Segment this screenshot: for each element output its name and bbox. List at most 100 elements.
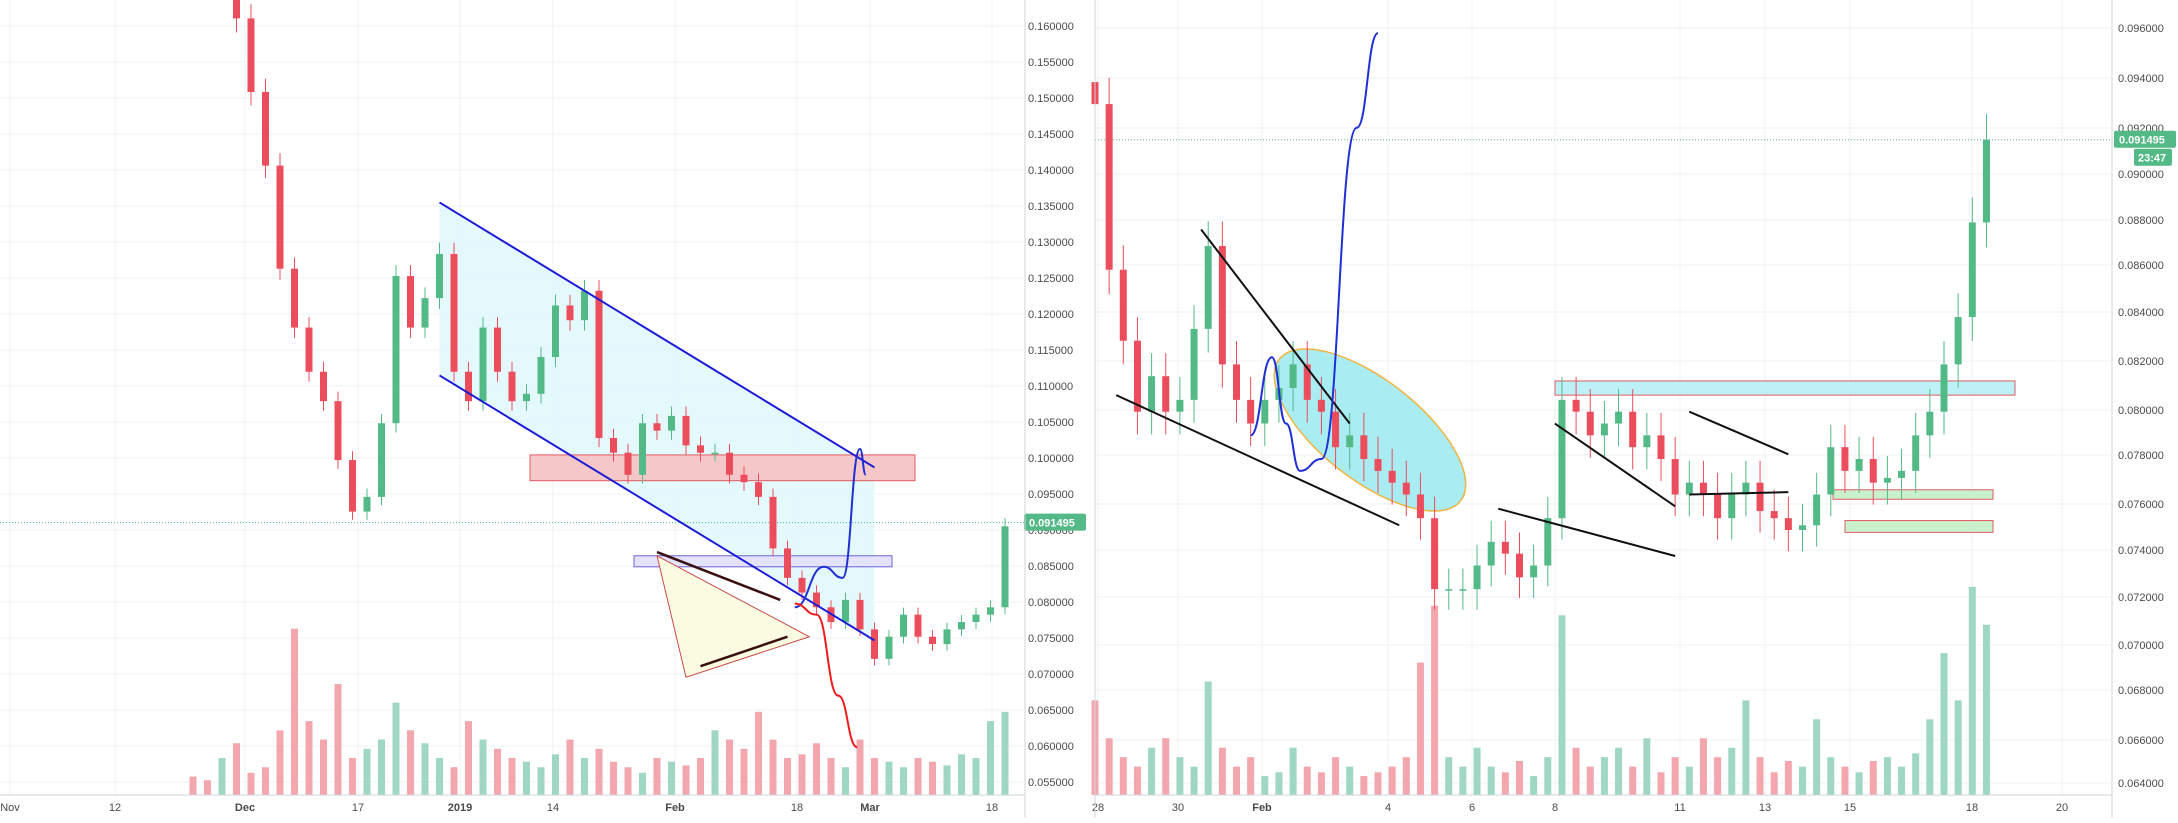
volume-bar-up — [1940, 653, 1948, 795]
candle-up — [363, 496, 371, 512]
volume-bar-up — [1346, 766, 1354, 795]
candle-down — [233, 0, 240, 19]
candle-up — [1473, 565, 1481, 590]
volume-bar-down — [1572, 747, 1580, 795]
candle-down — [726, 452, 733, 475]
candle-down — [1360, 435, 1368, 460]
y-tick-label: 0.072000 — [2118, 592, 2164, 604]
y-tick-label: 0.135000 — [1028, 201, 1074, 213]
resistance-zone — [529, 454, 916, 482]
consolidation-ellipse — [1273, 348, 1467, 512]
candle-down — [1162, 376, 1170, 412]
candle-up — [1459, 589, 1467, 591]
candle-down — [610, 437, 617, 453]
volume-bar-up — [1530, 776, 1538, 795]
y-tick-label: 0.130000 — [1028, 237, 1074, 249]
candle-down — [1332, 411, 1340, 448]
volume-bar-up — [581, 758, 588, 795]
candle-up — [1898, 470, 1906, 478]
volume-bar-down — [1303, 766, 1311, 795]
candle-down — [1218, 246, 1226, 365]
candle-up — [1912, 435, 1920, 471]
candle-down — [697, 445, 704, 453]
candle-down — [1657, 435, 1665, 460]
candle-up — [1954, 317, 1962, 365]
y-tick-label: 0.070000 — [1028, 669, 1074, 681]
wedge-upper-line — [656, 550, 781, 602]
y-tick-label: 0.075000 — [1028, 633, 1074, 645]
volume-bar-up — [1912, 753, 1920, 795]
y-tick-label: 0.080000 — [1028, 597, 1074, 609]
y-tick-label: 0.115000 — [1028, 345, 1073, 357]
candle-up — [392, 276, 400, 424]
y-tick-label: 0.076000 — [2118, 499, 2164, 511]
candle-down — [305, 327, 313, 372]
x-tick-label: 15 — [1844, 802, 1856, 814]
candle-down — [595, 290, 603, 438]
y-tick-label: 0.145000 — [1028, 129, 1074, 141]
y-tick-label: 0.094000 — [2118, 73, 2164, 85]
candle-up — [668, 415, 675, 431]
volume-bar-down — [494, 748, 501, 795]
trendline-f — [1689, 491, 1789, 496]
triangle-pattern — [656, 554, 811, 678]
y-tick-label: 0.090000 — [2118, 169, 2164, 181]
x-tick-label: Feb — [1252, 802, 1272, 814]
volume-bar-up — [987, 721, 994, 795]
volume-bar-down — [755, 711, 762, 795]
volume-bar-up — [1615, 747, 1623, 795]
volume-bar-down — [204, 780, 211, 795]
volume-bar-up — [218, 758, 226, 795]
x-tick-label: 12 — [109, 802, 121, 814]
candle-down — [1247, 399, 1255, 424]
volume-bar-down — [233, 743, 240, 795]
candle-down — [1586, 411, 1594, 436]
y-tick-label: 0.068000 — [2118, 685, 2164, 697]
candle-down — [1629, 411, 1637, 448]
candle-up — [1968, 222, 1976, 318]
candle-up — [1289, 364, 1297, 389]
candle-up — [1204, 246, 1212, 329]
x-tick-label: 2019 — [448, 802, 472, 814]
candle-down — [1374, 459, 1382, 471]
channel-lower-line — [438, 374, 876, 642]
volume-bar-down — [305, 721, 313, 795]
y-tick-label: 0.125000 — [1028, 273, 1074, 285]
volume-bar-down — [856, 739, 864, 795]
candle-up — [842, 599, 849, 623]
volume-bar-down — [1841, 766, 1849, 795]
volume-bar-down — [1699, 738, 1707, 795]
candle-down — [276, 165, 284, 269]
x-tick-label: 8 — [1552, 802, 1558, 814]
candle-down — [320, 371, 327, 402]
volume-bar-down — [247, 772, 255, 795]
volume-bar-down — [740, 748, 748, 795]
volume-bar-down — [1431, 605, 1439, 795]
left-chart-panel: 0.160000 0.155000 0.150000 0.145000 0.140000… — [0, 0, 1086, 814]
volume-bar-down — [914, 758, 922, 795]
x-tick-label: Dec — [235, 802, 255, 814]
volume-bar-down — [1332, 757, 1340, 795]
last-price-label: 0.091495 — [2119, 135, 2165, 147]
candle-down — [740, 474, 748, 483]
candle-down — [1784, 518, 1792, 530]
candle-up — [885, 636, 893, 659]
y-tick-label: 0.066000 — [2118, 735, 2164, 747]
x-tick-label: 18 — [986, 802, 998, 814]
candle-up — [378, 423, 385, 497]
candle-up — [1615, 411, 1623, 424]
candle-up — [436, 253, 443, 299]
volume-bar-up — [639, 772, 646, 795]
volume-bar-down — [1586, 766, 1594, 795]
candle-up — [1190, 328, 1198, 400]
volume-bar-up — [1926, 719, 1934, 795]
volume-bar-up — [1968, 586, 1976, 795]
volume-bar-up — [885, 761, 893, 795]
candle-down — [624, 452, 632, 475]
candle-up — [1261, 399, 1269, 424]
volume-bar-down — [1416, 662, 1424, 795]
volume-bar-up — [711, 730, 719, 795]
volume-bar-up — [537, 767, 545, 795]
candle-down — [1699, 482, 1707, 495]
y-tick-label: 0.160000 — [1028, 21, 1074, 33]
